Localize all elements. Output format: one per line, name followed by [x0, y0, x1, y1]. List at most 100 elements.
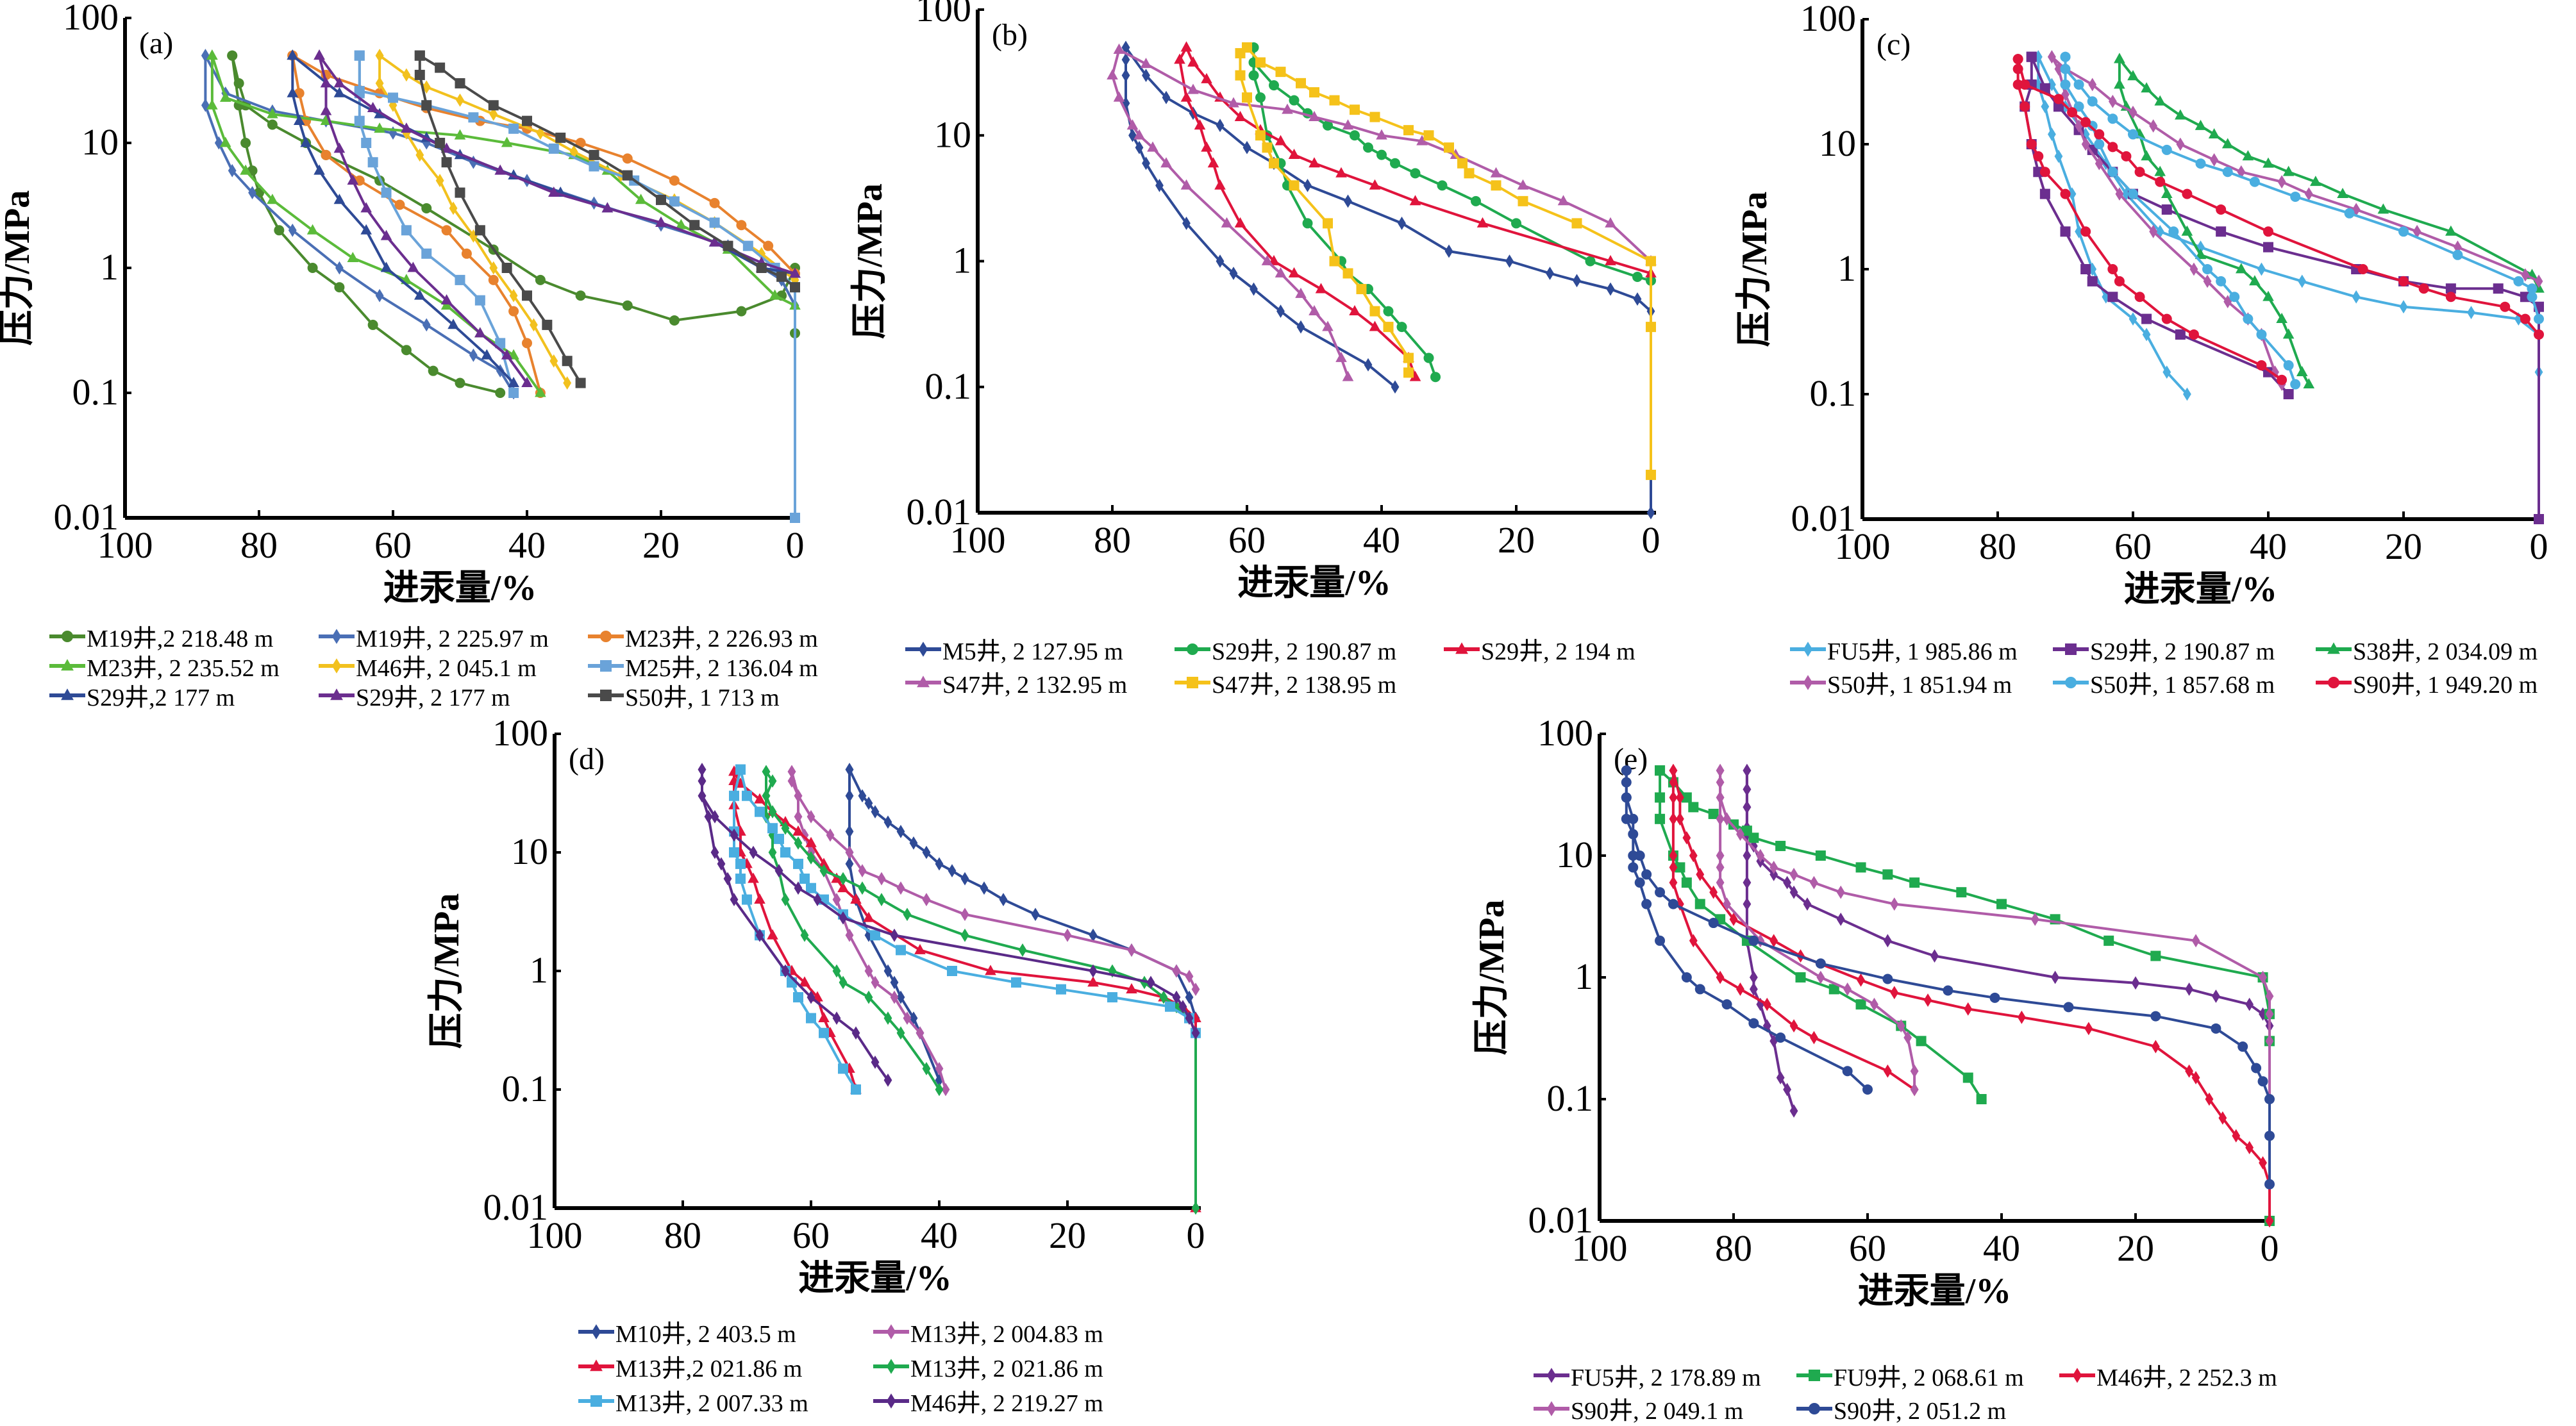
data-point: [1269, 158, 1279, 169]
data-point: [274, 225, 285, 236]
data-point: [1655, 887, 1666, 898]
data-point: [767, 823, 778, 834]
data-point: [736, 220, 747, 231]
data-point: [2114, 53, 2125, 63]
panel-label: (a): [139, 26, 173, 60]
data-point: [375, 76, 384, 90]
legend-item: S38井, 2 034.09 m: [2314, 631, 2538, 667]
data-point: [1107, 69, 1118, 80]
data-point: [794, 809, 803, 824]
data-point: [1255, 92, 1266, 103]
data-point: [1930, 949, 1939, 963]
data-point: [1743, 763, 1752, 777]
data-point: [818, 858, 830, 868]
series-2: [2020, 51, 2544, 524]
data-point: [1923, 993, 1932, 1007]
data-point: [1376, 149, 1387, 160]
y-tick-label: 0.1: [72, 371, 119, 413]
data-point: [1669, 875, 1678, 890]
legend-label: M46井, 2 219.27 m: [910, 1390, 1103, 1417]
data-point: [1275, 67, 1286, 78]
data-point: [206, 99, 218, 110]
legend-marker-icon: [590, 1359, 603, 1371]
legend-label: M5井, 2 127.95 m: [942, 638, 1123, 665]
extrusion-curve: [291, 55, 515, 384]
data-point: [754, 793, 765, 804]
data-point: [832, 964, 841, 978]
data-point: [948, 864, 957, 878]
data-point: [287, 49, 299, 60]
series-4: [1716, 763, 2274, 1106]
data-point: [2398, 226, 2409, 237]
data-point: [535, 274, 546, 285]
y-tick-label: 100: [63, 0, 119, 38]
axes: 0.01 0.1 1 10 100 100 80 60 40 20 0: [907, 0, 1660, 561]
legend-marker-icon: [2327, 642, 2340, 654]
data-point: [1309, 157, 1320, 168]
data-point: [549, 354, 558, 368]
data-point: [335, 261, 344, 275]
data-point: [489, 107, 498, 121]
data-point: [794, 836, 803, 850]
data-point: [1573, 274, 1581, 288]
data-point: [763, 240, 774, 251]
data-point: [2063, 1002, 2074, 1013]
data-point: [1775, 840, 1786, 851]
data-point: [2161, 313, 2172, 324]
data-point: [267, 108, 278, 119]
data-point: [1646, 506, 1655, 520]
data-point: [768, 774, 777, 788]
data-point: [2107, 292, 2118, 303]
data-point: [1113, 91, 1125, 102]
y-axis-title: 压力/MPa: [1472, 900, 1512, 1056]
data-point: [488, 100, 499, 111]
axes: 0.01 0.1 1 10 100 100 80 60 40 20 0: [1528, 712, 2279, 1269]
data-point: [2161, 204, 2172, 215]
data-point: [1403, 125, 1414, 136]
legend-swatch-triangle-icon: [319, 688, 355, 700]
data-point: [2107, 113, 2118, 124]
data-point: [2298, 274, 2307, 288]
data-point: [375, 288, 384, 303]
data-point: [1883, 934, 1892, 948]
data-point: [1605, 217, 1616, 228]
data-point: [1390, 158, 1400, 169]
data-point: [354, 115, 365, 126]
legend-marker-icon: [1455, 642, 1468, 654]
y-tick-label: 1: [530, 949, 548, 991]
legend-swatch-square-icon: [588, 659, 624, 672]
legend-marker-icon: [1803, 641, 1813, 657]
data-point: [2129, 312, 2137, 326]
legend-label: S29井, 2 190.87 m: [2090, 638, 2275, 665]
data-point: [2243, 313, 2254, 324]
data-point: [845, 763, 854, 777]
legend-item: S29井, 2 190.87 m: [1173, 631, 1396, 667]
data-point: [1089, 964, 1098, 978]
data-point: [1855, 862, 1866, 873]
data-point: [1350, 104, 1360, 115]
data-point: [790, 282, 800, 293]
data-point: [1410, 168, 1421, 179]
x-tick-label: 20: [1498, 519, 1535, 561]
data-point: [2060, 226, 2071, 237]
data-point: [440, 142, 453, 153]
data-point: [2352, 290, 2361, 304]
data-point: [1133, 129, 1145, 140]
legend-label: S29井,2 177 m: [87, 684, 235, 711]
data-point: [2039, 188, 2050, 199]
legend-label: M46井, 2 252.3 m: [2096, 1364, 2277, 1391]
legend-label: M23井, 2 226.93 m: [625, 626, 818, 652]
data-point: [1621, 765, 1632, 776]
x-tick-label: 80: [1094, 519, 1131, 561]
data-point: [2398, 276, 2409, 286]
data-point: [656, 194, 666, 205]
data-point: [1201, 72, 1212, 83]
y-tick-label: 1: [1837, 247, 1856, 289]
intrusion-curve: [1659, 769, 2271, 1221]
legend-item: M13井, 2 004.83 m: [872, 1314, 1103, 1349]
panel-label: (b): [992, 18, 1028, 52]
x-tick-label: 100: [527, 1215, 583, 1256]
data-point: [1621, 777, 1632, 788]
data-point: [1369, 179, 1381, 190]
data-point: [789, 267, 801, 278]
